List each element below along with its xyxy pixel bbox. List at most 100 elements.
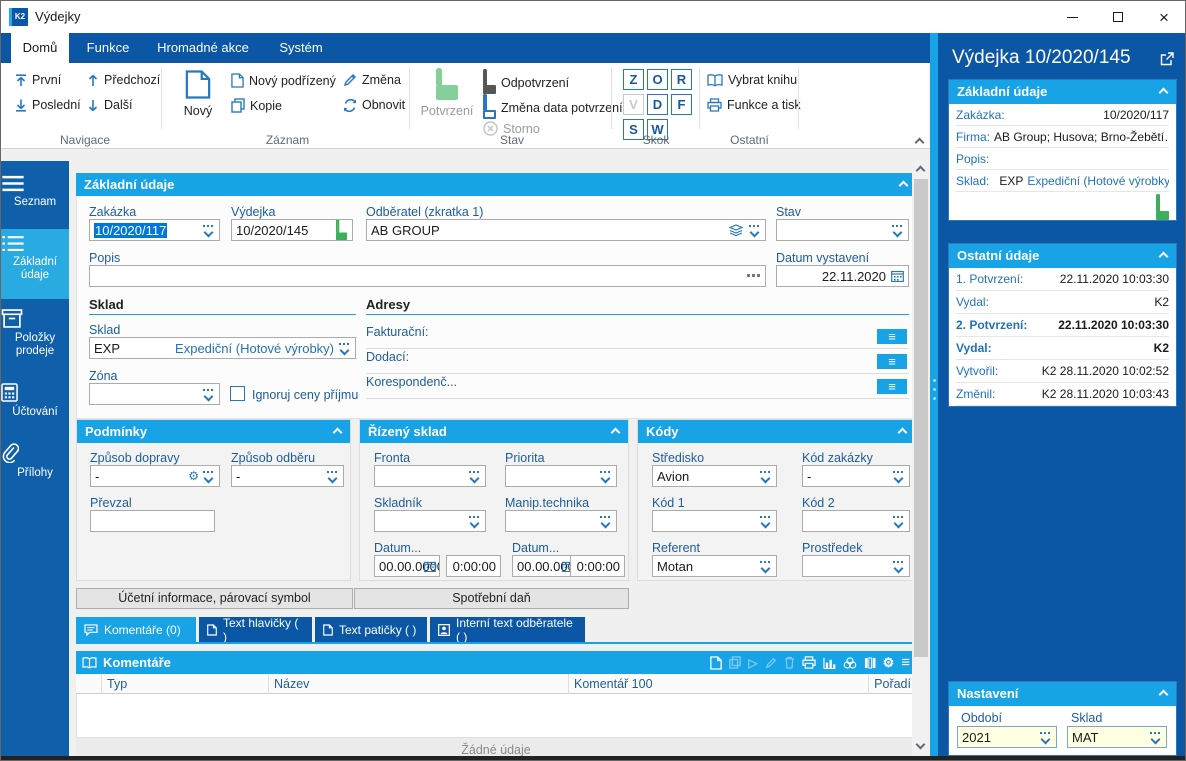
stav-field[interactable]	[776, 219, 909, 241]
dropdown-icon[interactable]	[599, 515, 612, 528]
address-menu-button[interactable]: ≡	[877, 329, 907, 344]
copy-button[interactable]: Kopie	[231, 98, 282, 113]
prevzal-field[interactable]	[90, 510, 215, 532]
calendar-icon[interactable]	[891, 270, 904, 282]
collapse-icon[interactable]	[1158, 251, 1169, 262]
previous-button[interactable]: Předchozí	[87, 73, 160, 87]
sklad-field[interactable]: EXP Expediční (Hotové výrobky)	[89, 337, 356, 359]
grid-column-typ[interactable]: Typ	[102, 674, 269, 694]
dropdown-icon[interactable]	[599, 470, 612, 483]
datum-vystaveni-field[interactable]: 22.11.2020	[776, 265, 909, 287]
scrollbar-thumb[interactable]	[914, 179, 928, 657]
confirm-button[interactable]: Potvrzení	[416, 68, 478, 118]
collapse-icon[interactable]	[610, 427, 621, 438]
collapse-icon[interactable]	[897, 427, 908, 438]
fronta-field[interactable]	[374, 465, 486, 487]
kod1-field[interactable]	[652, 510, 777, 532]
dropdown-icon[interactable]	[748, 224, 761, 237]
grid-column-komentar[interactable]: Komentář 100	[569, 674, 869, 694]
change-button[interactable]: Změna	[343, 73, 401, 87]
next-button[interactable]: Další	[87, 98, 132, 112]
summary-header[interactable]: Ostatní údaje	[949, 244, 1176, 268]
dropdown-icon[interactable]	[326, 470, 339, 483]
calendar-icon[interactable]	[424, 561, 436, 572]
jump-key-s[interactable]: S	[623, 119, 644, 140]
jump-key-z[interactable]: Z	[623, 69, 644, 90]
summary-header[interactable]: Základní údaje	[949, 80, 1176, 104]
chart-icon[interactable]	[822, 657, 836, 669]
dropdown-icon[interactable]	[1039, 731, 1052, 744]
referent-field[interactable]: Motan	[652, 555, 777, 577]
sidebar-item-prilohy[interactable]: Přílohy	[1, 437, 69, 493]
dropdown-icon[interactable]	[892, 470, 905, 483]
vydejka-field[interactable]: 10/2020/145	[231, 219, 353, 241]
maximize-button[interactable]	[1095, 1, 1141, 33]
collapse-icon[interactable]	[1158, 87, 1169, 98]
unconfirm-button[interactable]: Odpotvrzení	[483, 69, 569, 94]
datum1-date-field[interactable]: 00.00.0000	[374, 555, 440, 577]
odberatel-field[interactable]: AB GROUP	[366, 219, 766, 241]
settings-gear-icon[interactable]: ⚙	[882, 655, 895, 670]
collapse-ribbon-icon[interactable]	[914, 137, 925, 148]
grid-menu-icon[interactable]: ≡	[901, 654, 910, 671]
columns-icon[interactable]	[864, 656, 876, 669]
open-external-icon[interactable]	[1160, 52, 1174, 66]
dropdown-icon[interactable]	[468, 470, 481, 483]
settings-header[interactable]: Nastavení	[949, 682, 1176, 706]
change-confirm-date-button[interactable]: Změna data potvrzení	[483, 94, 623, 119]
manip-technika-field[interactable]	[505, 510, 617, 532]
ignore-prices-checkbox[interactable]	[230, 386, 245, 401]
dropdown-icon[interactable]	[202, 224, 215, 237]
new-button[interactable]: Nový	[173, 69, 223, 118]
priorita-field[interactable]	[505, 465, 617, 487]
tab-interni-text[interactable]: Interní text odběratele ( )	[430, 616, 585, 644]
first-button[interactable]: První	[15, 73, 61, 87]
skladnik-field[interactable]	[374, 510, 486, 532]
dropdown-icon[interactable]	[759, 560, 772, 573]
dropdown-icon[interactable]	[759, 515, 772, 528]
dropdown-icon[interactable]	[338, 342, 351, 355]
dropdown-icon[interactable]	[468, 515, 481, 528]
gear-icon[interactable]: ⚙	[188, 469, 199, 483]
kod-zakazky-field[interactable]: -	[802, 465, 910, 487]
zpusob-dopravy-field[interactable]: - ⚙	[90, 465, 220, 487]
panel-header-rizeny-sklad[interactable]: Řízený sklad	[360, 420, 628, 443]
dropdown-icon[interactable]	[202, 388, 215, 401]
dropdown-icon[interactable]	[892, 560, 905, 573]
refresh-button[interactable]: Obnovit	[343, 98, 405, 112]
sidebar-item-polozky-prodeje[interactable]: Položky prodeje	[1, 303, 69, 373]
tab-hromadne-akce[interactable]: Hromadné akce	[157, 40, 249, 55]
address-menu-button[interactable]: ≡	[877, 354, 907, 369]
relations-icon[interactable]	[843, 656, 857, 669]
excise-tax-button[interactable]: Spotřební daň	[354, 588, 629, 609]
sidebar-item-zakladni-udaje[interactable]: Základní údaje	[1, 229, 69, 299]
grid-column-nazev[interactable]: Název	[269, 674, 569, 694]
datum2-date-field[interactable]: 00.00.0000	[512, 555, 578, 577]
tab-domu[interactable]: Domů	[11, 33, 69, 63]
scroll-down-icon[interactable]	[915, 739, 926, 750]
dropdown-icon[interactable]	[202, 470, 215, 483]
select-book-button[interactable]: Vybrat knihu	[707, 73, 797, 87]
panel-header-podminky[interactable]: Podmínky	[77, 420, 350, 443]
sidebar-item-uctovani[interactable]: Účtování	[1, 377, 69, 433]
datum2-time-field[interactable]: 0:00:00	[570, 555, 625, 577]
scroll-up-icon[interactable]	[915, 165, 926, 176]
ellipsis-button[interactable]	[747, 274, 761, 278]
jump-key-f[interactable]: F	[671, 94, 692, 115]
vertical-scrollbar[interactable]	[912, 161, 930, 756]
zakazka-field[interactable]: 10/2020/117	[89, 219, 220, 241]
jump-key-r[interactable]: R	[671, 69, 692, 90]
zpusob-odberu-field[interactable]: -	[231, 465, 344, 487]
jump-key-w[interactable]: W	[647, 119, 668, 140]
kod2-field[interactable]	[802, 510, 910, 532]
panel-splitter[interactable]	[930, 33, 938, 756]
tab-text-paticky[interactable]: Text patičky ( )	[315, 617, 427, 642]
jump-key-o[interactable]: O	[647, 69, 668, 90]
functions-print-button[interactable]: Funkce a tisk	[707, 98, 801, 112]
sidebar-item-seznam[interactable]: Seznam	[1, 169, 69, 223]
print-icon[interactable]	[801, 656, 816, 669]
zona-field[interactable]	[89, 383, 220, 405]
accounting-info-button[interactable]: Účetní informace, párovací symbol	[76, 588, 353, 609]
obdobi-field[interactable]: 2021	[957, 726, 1057, 748]
nastaveni-sklad-field[interactable]: MAT	[1067, 726, 1167, 748]
